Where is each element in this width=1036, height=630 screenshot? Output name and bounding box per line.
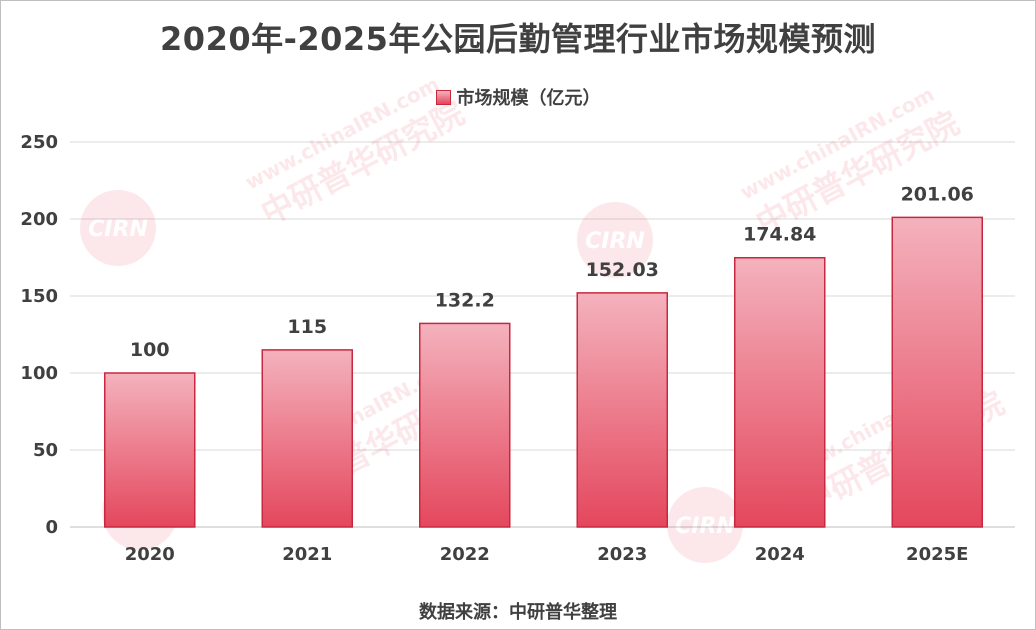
data-label-2025E: 201.06	[901, 183, 974, 205]
bar-2021[interactable]	[261, 349, 353, 528]
y-tick-label: 50	[33, 440, 58, 461]
y-tick-label: 150	[20, 286, 58, 307]
y-tick-label: 250	[20, 132, 58, 153]
bar-2022[interactable]	[419, 322, 511, 528]
legend-label: 市场规模（亿元）	[456, 88, 601, 109]
data-labels: 100 115 132.2 152.03 174.84 201.06	[130, 183, 974, 361]
y-tick-label: 0	[45, 517, 58, 538]
watermark-logo-text: CIRN	[675, 514, 735, 539]
legend-swatch	[435, 89, 451, 105]
bar-2024[interactable]	[734, 256, 826, 528]
data-label-2020: 100	[130, 339, 170, 361]
data-label-2022: 132.2	[435, 289, 495, 311]
y-tick-label: 200	[20, 209, 58, 230]
chart-title: 2020年-2025年公园后勤管理行业市场规模预测	[160, 20, 876, 58]
data-label-2024: 174.84	[743, 224, 816, 246]
x-tick-label-2025E: 2025E	[906, 544, 968, 565]
bars	[104, 216, 983, 528]
bar-2020[interactable]	[104, 372, 196, 528]
watermark-logo-icon	[80, 190, 156, 266]
legend[interactable]: 市场规模（亿元）	[0, 84, 1036, 110]
source-note: 数据来源：中研普华整理	[419, 602, 617, 623]
data-label-2023: 152.03	[586, 259, 659, 281]
x-tick-label-2021: 2021	[282, 544, 332, 565]
y-tick-label: 100	[20, 363, 58, 384]
x-tick-label-2022: 2022	[440, 544, 490, 565]
data-label-2021: 115	[287, 316, 327, 338]
watermark-logo-text: CIRN	[88, 217, 148, 242]
bar-2025E[interactable]	[891, 216, 983, 528]
bar-2023[interactable]	[576, 292, 668, 528]
watermark-logo-icon	[577, 202, 653, 278]
x-tick-label-2023: 2023	[597, 544, 647, 565]
x-tick-label-2020: 2020	[125, 544, 175, 565]
x-axis: 2020 2021 2022 2023 2024 2025E	[125, 544, 969, 565]
gridlines	[70, 141, 1015, 528]
watermark-logo-icon	[667, 487, 743, 563]
x-tick-label-2024: 2024	[755, 544, 805, 565]
y-axis: 0 50 100 150 200 250	[20, 132, 58, 538]
watermark-logo-text: CIRN	[585, 229, 645, 254]
